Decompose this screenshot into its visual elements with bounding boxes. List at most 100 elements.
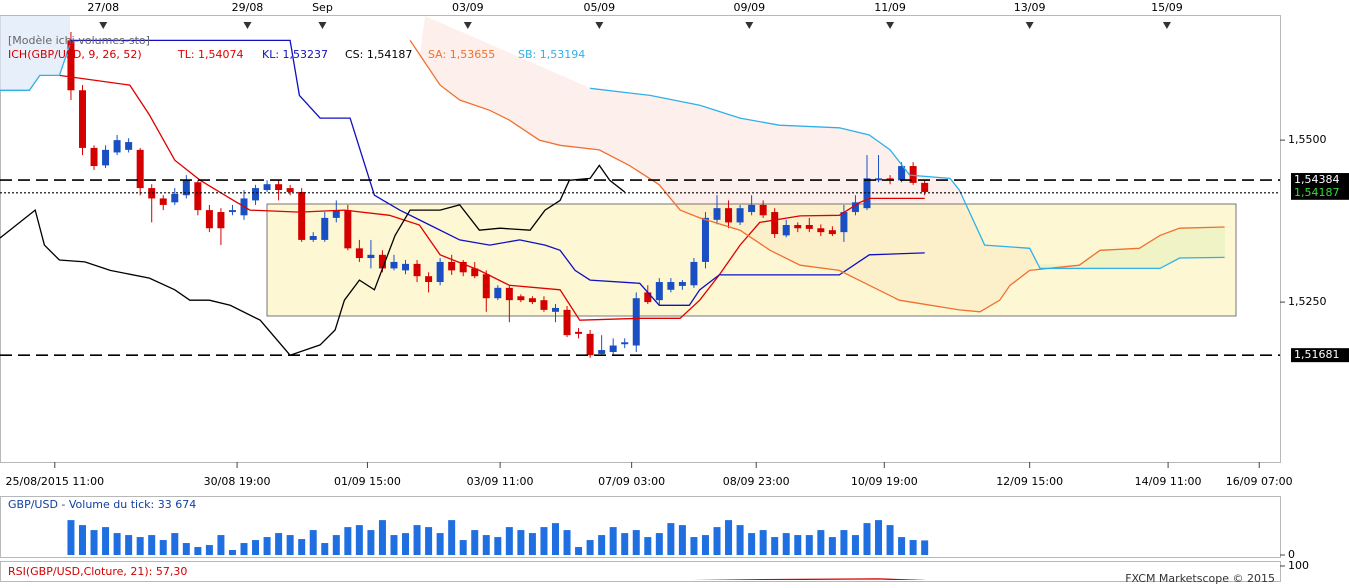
candle-body <box>632 298 640 346</box>
price-label-box <box>1291 173 1349 188</box>
candle-body <box>228 210 236 213</box>
volume-bar <box>425 527 433 555</box>
candle-body <box>586 333 594 356</box>
volume-plot <box>67 520 929 555</box>
volume-bar <box>736 525 744 555</box>
volume-bar <box>413 525 421 555</box>
x-tick-label: 08/09 23:00 <box>723 475 790 488</box>
candle-body <box>378 254 386 269</box>
y-tick-label: 1,5500 <box>1288 133 1327 146</box>
volume-bar <box>355 525 363 555</box>
candle-body <box>644 292 652 303</box>
candle-body <box>817 228 825 233</box>
volume-bar <box>540 527 548 555</box>
candle-body <box>505 287 513 301</box>
candle-body <box>90 147 98 167</box>
volume-bar <box>875 520 883 555</box>
series-line <box>69 39 925 306</box>
volume-bar <box>321 543 329 555</box>
candle-body <box>136 149 144 189</box>
volume-bar <box>632 530 640 555</box>
candle-body <box>217 212 225 229</box>
candle-body <box>471 268 479 277</box>
volume-bar <box>136 537 144 555</box>
candle-body <box>148 188 156 199</box>
top-tick-label: 09/09 <box>733 1 765 14</box>
candle-body <box>828 230 836 235</box>
volume-bar <box>459 540 467 555</box>
volume-bar <box>828 537 836 555</box>
volume-bar <box>817 530 825 555</box>
candle-body <box>425 276 433 283</box>
volume-bar <box>228 550 236 555</box>
x-tick-label: 03/09 11:00 <box>467 475 534 488</box>
volume-bar <box>517 530 525 555</box>
volume-bar <box>148 535 156 555</box>
candle-body <box>298 191 306 240</box>
candle-body <box>609 345 617 352</box>
volume-bar <box>367 530 375 555</box>
top-tick-marker <box>745 22 754 29</box>
candle-body <box>309 236 317 240</box>
main-plot <box>0 16 1280 358</box>
candle-body <box>782 225 790 236</box>
y-tick-label: 0 <box>1288 548 1295 561</box>
candle-body <box>102 149 110 166</box>
top-tick-marker <box>463 22 472 29</box>
volume-bar <box>494 537 502 555</box>
candle-body <box>263 184 271 191</box>
rsi-panel-frame <box>0 561 1281 582</box>
candle-body <box>252 188 260 201</box>
volume-bar <box>528 533 536 555</box>
top-tick-marker <box>243 22 252 29</box>
volume-panel-frame <box>0 496 1281 558</box>
candle-body <box>713 208 721 220</box>
x-tick-label: 16/09 07:00 <box>1226 475 1293 488</box>
volume-bar <box>482 535 490 555</box>
volume-bar <box>840 530 848 555</box>
x-tick-label: 12/09 15:00 <box>996 475 1063 488</box>
volume-bar <box>898 537 906 555</box>
candle-body <box>863 178 871 209</box>
volume-bar <box>205 545 213 555</box>
candle-body <box>286 188 294 192</box>
x-tick-label: 07/09 03:00 <box>598 475 665 488</box>
candle-body <box>78 90 86 148</box>
candle-body <box>482 274 490 299</box>
volume-bar <box>182 543 190 555</box>
top-tick-label: 03/09 <box>452 1 484 14</box>
volume-bar <box>263 537 271 555</box>
series-line <box>409 40 1225 313</box>
volume-bar <box>598 535 606 555</box>
top-tick-label: 11/09 <box>874 1 906 14</box>
top-tick-marker <box>99 22 108 29</box>
top-tick-label: 29/08 <box>232 1 264 14</box>
volume-bar <box>701 535 709 555</box>
volume-bar <box>194 547 202 555</box>
top-tick-label: 15/09 <box>1151 1 1183 14</box>
volume-bar <box>125 535 133 555</box>
top-tick-marker <box>318 22 327 29</box>
candle-body <box>840 212 848 233</box>
candle-body <box>748 204 756 213</box>
candle-body <box>436 261 444 283</box>
volume-bar <box>309 530 317 555</box>
price-label: 1,54384 <box>1294 173 1340 186</box>
candle-body <box>390 261 398 269</box>
volume-bar <box>782 533 790 555</box>
price-label-box <box>1291 348 1349 363</box>
volume-bar <box>771 537 779 555</box>
candle-body <box>355 248 363 259</box>
volume-bar <box>378 520 386 555</box>
candle-body <box>517 296 525 301</box>
candle-body <box>275 184 283 191</box>
x-tick-label: 25/08/2015 11:00 <box>5 475 104 488</box>
volume-bar <box>344 527 352 555</box>
top-tick-label: 13/09 <box>1014 1 1046 14</box>
volume-bar <box>575 547 583 555</box>
volume-bar <box>713 527 721 555</box>
volume-bar <box>794 535 802 555</box>
candle-body <box>448 261 456 271</box>
candle-body <box>321 217 329 240</box>
